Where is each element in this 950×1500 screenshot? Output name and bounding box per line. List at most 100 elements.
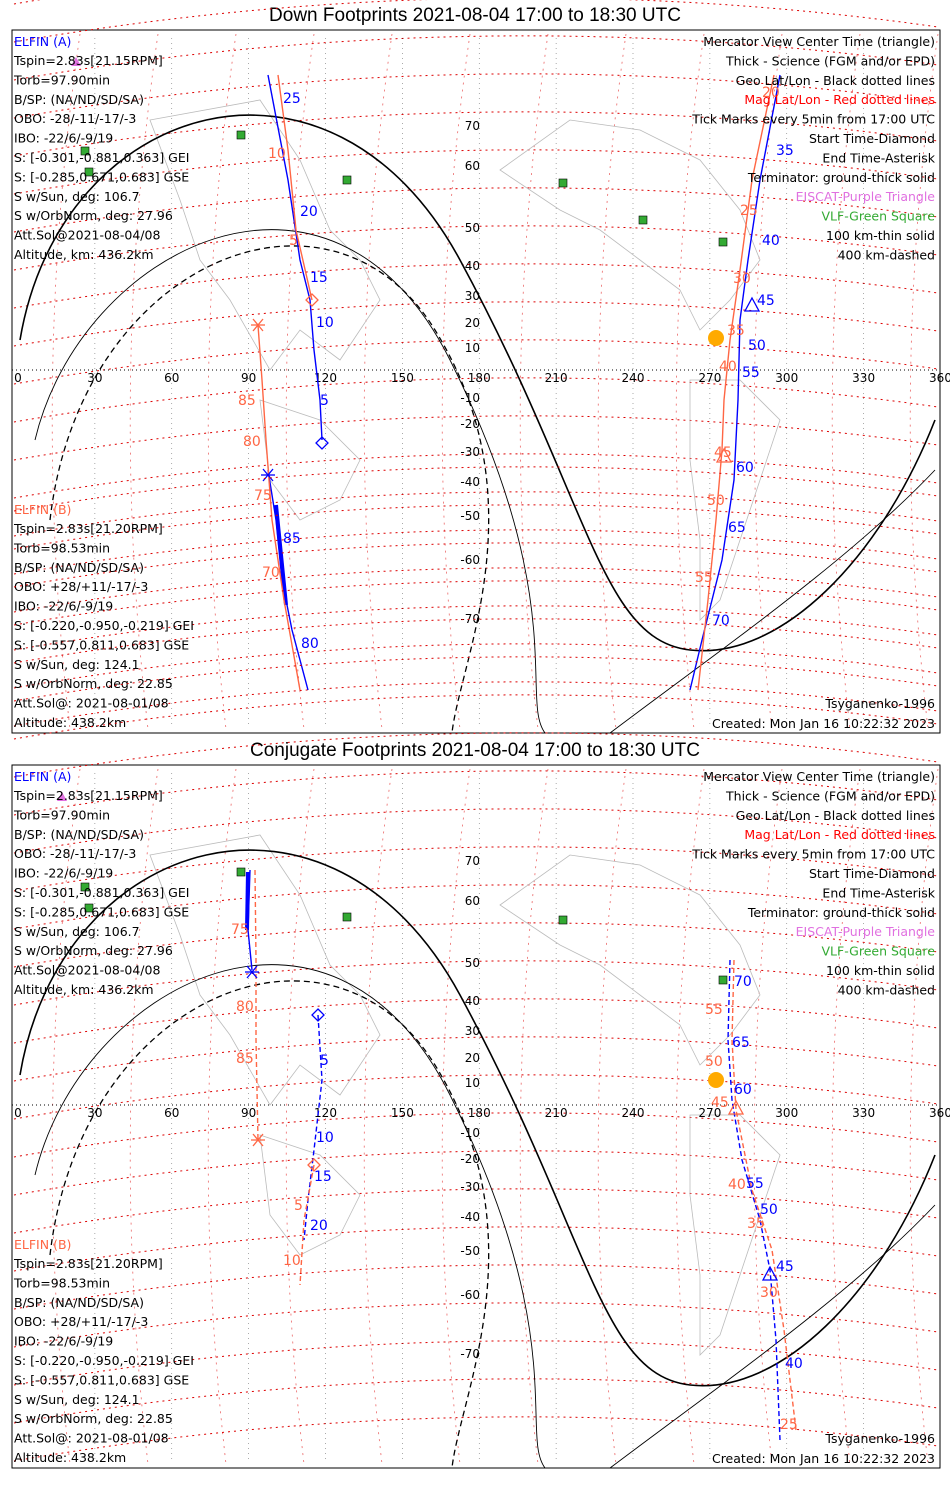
- sat-a-info-line: B/SP: (NA/ND/SD/SA): [14, 92, 144, 107]
- sat-a-info-line: Torb=97.90min: [13, 72, 110, 87]
- sat-b-time-label: 10: [268, 146, 286, 162]
- mag-lat-line: [13, 922, 939, 968]
- mag-lon-line: [441, 33, 471, 730]
- sat-a-time-label: 40: [785, 1356, 803, 1372]
- mag-lat-line: [13, 681, 939, 727]
- mag-lon-line: [753, 768, 783, 1465]
- mag-lat-line: [13, 35, 939, 81]
- lon-tick-label: 330: [852, 371, 875, 385]
- legend-entry: Thick - Science (FGM and/or EPD): [725, 788, 935, 803]
- sat-b-time-label: 40: [719, 359, 737, 375]
- lon-tick-label: 180: [468, 371, 491, 385]
- land-outline: [499, 854, 761, 1066]
- eiscat-triangle-icon: [71, 57, 81, 66]
- sat-b-info-line: S w/OrbNorm, deg: 22.85: [14, 676, 173, 691]
- mag-lat-line: [13, 263, 939, 309]
- mag-lat-line: [13, 504, 939, 550]
- mag-lat-line: [13, 1416, 939, 1462]
- sat-b-track: [257, 324, 301, 691]
- start-diamond-icon: [311, 1008, 325, 1022]
- lat-tick-label: 10: [465, 1076, 480, 1090]
- mag-lat-line: [13, 339, 939, 385]
- mag-lat-line: [13, 529, 939, 575]
- legend-entry: VLF-Green Square: [821, 209, 935, 224]
- mag-lat-line: [13, 694, 939, 740]
- mag-lon-line: [909, 768, 939, 1465]
- mag-lat-line: [13, 998, 939, 1044]
- legend-entry: Geo Lat/Lon - Black dotted lines: [736, 73, 935, 88]
- legend-entry: VLF-Green Square: [821, 944, 935, 959]
- sat-a-track: [727, 959, 781, 1441]
- sat-b-time-label: 10: [283, 1253, 301, 1269]
- mag-lat-line: [13, 567, 939, 613]
- legend-entry: 100 km-thin solid: [826, 228, 935, 243]
- mag-lat-line: [13, 1226, 939, 1272]
- mag-lon-line: [441, 768, 471, 1465]
- sat-a-name: ELFIN (A): [14, 769, 71, 784]
- sat-a-info-line: Altitude, km: 436.2km: [14, 247, 154, 262]
- vlf-square-icon: [80, 146, 90, 156]
- sat-b-time-label: 35: [727, 323, 745, 339]
- sat-b-name: ELFIN (B): [14, 502, 71, 517]
- mag-lon-line: [831, 33, 861, 730]
- lat-tick-label: 30: [465, 1024, 480, 1038]
- mag-lat-line: [13, 1074, 939, 1120]
- terminator-line: [19, 849, 936, 1387]
- start-diamond-icon: [305, 293, 319, 307]
- end-asterisk-icon-stroke: [246, 965, 258, 979]
- sat-b-time-label: 5: [294, 1198, 303, 1214]
- mag-lat-line: [13, 770, 939, 816]
- legend-entry: Mag Lat/Lon - Red dotted lines: [744, 92, 935, 107]
- sat-a-time-label: 55: [746, 1176, 764, 1192]
- mag-lon-line: [129, 33, 159, 730]
- sat-a-info-line: Tspin=2.83s[21.15RPM]: [13, 788, 163, 803]
- lon-tick-label: 0: [14, 371, 22, 385]
- end-asterisk-icon: [245, 965, 259, 979]
- center-triangle-icon: [715, 447, 733, 463]
- sat-a-track: [267, 74, 323, 441]
- sat-a-info-line: IBO: -22/6/-9/19: [14, 866, 113, 881]
- end-asterisk-icon-stroke: [262, 468, 274, 482]
- lat-tick-label: -70: [460, 1347, 480, 1361]
- mag-lat-line: [13, 0, 42, 5]
- mag-lon-line: [597, 33, 627, 730]
- lat-tick-label: 30: [465, 289, 480, 303]
- legend-entry: EISCAT-Purple Triangle: [796, 924, 936, 939]
- lon-tick-label: 30: [87, 1106, 102, 1120]
- mag-lon-line: [207, 768, 237, 1465]
- lon-tick-label: 90: [241, 1106, 256, 1120]
- mag-lon-line: [207, 33, 237, 730]
- lat-tick-label: -60: [460, 553, 480, 567]
- created-timestamp: Created: Mon Jan 16 10:22:32 2023: [712, 716, 935, 731]
- mag-lat-line: [13, 1264, 939, 1310]
- mag-lat-line: [13, 732, 939, 778]
- sat-a-time-label: 10: [316, 1130, 334, 1146]
- legend-entry: 400 km-dashed: [838, 247, 935, 262]
- 100km-line: [609, 1204, 936, 1469]
- sat-b-info-line: Altitude: 438.2km: [14, 1450, 126, 1465]
- vlf-square-icon: [342, 175, 352, 185]
- sat-a-time-label: 60: [734, 1082, 752, 1098]
- sat-a-info-line: IBO: -22/6/-9/19: [14, 131, 113, 146]
- sat-a-info-line: S: [-0.301,-0.881,0.363] GEI: [14, 150, 189, 165]
- panel-title: Down Footprints 2021-08-04 17:00 to 18:3…: [269, 5, 681, 26]
- sat-b-info-line: S w/Sun, deg: 124.1: [14, 1392, 140, 1407]
- sat-a-time-label: 65: [728, 520, 746, 536]
- lon-tick-label: 90: [241, 371, 256, 385]
- lat-tick-label: 60: [465, 159, 480, 173]
- mag-lat-line: [13, 0, 939, 43]
- sun-marker-icon: [708, 1072, 724, 1088]
- vlf-square-icon: [236, 867, 246, 877]
- 100km-line: [34, 964, 546, 1469]
- mag-lat-line: [13, 884, 939, 930]
- lat-tick-label: 50: [465, 956, 480, 970]
- end-asterisk-icon-stroke: [252, 1133, 264, 1147]
- mag-lat-line: [13, 1378, 939, 1424]
- model-label: Tsyganenko-1996: [824, 696, 935, 711]
- mag-lon-line: [51, 768, 81, 1465]
- legend-entry: Geo Lat/Lon - Black dotted lines: [736, 808, 935, 823]
- mag-lon-line: [909, 33, 939, 730]
- lon-tick-label: 360: [929, 371, 950, 385]
- sat-a-info-line: Tspin=2.83s[21.15RPM]: [13, 53, 163, 68]
